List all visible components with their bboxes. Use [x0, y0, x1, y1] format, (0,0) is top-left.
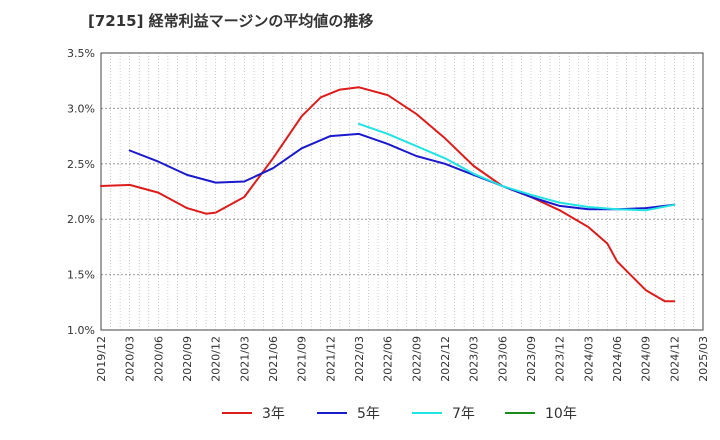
- x-tick-label: 2022/12: [439, 336, 452, 382]
- x-tick-label: 2020/06: [152, 336, 165, 382]
- x-tick-label: 2023/12: [554, 336, 567, 382]
- plot-frame: [100, 52, 704, 331]
- legend-label-3年: 3年: [262, 406, 285, 422]
- y-tick-label: 2.0%: [67, 213, 95, 226]
- chart-title: [7215] 経常利益マージンの平均値の推移: [88, 12, 374, 30]
- x-tick-label: 2019/12: [95, 336, 108, 382]
- x-tick-label: 2025/03: [697, 336, 710, 382]
- series-line-3年: [100, 86, 676, 303]
- x-tick-label: 2020/09: [181, 336, 194, 382]
- x-tick-label: 2023/06: [496, 336, 509, 382]
- x-tick-label: 2022/03: [353, 336, 366, 382]
- x-tick-label: 2024/06: [611, 336, 624, 382]
- y-tick-label: 1.5%: [67, 269, 95, 282]
- x-tick-label: 2021/12: [324, 336, 337, 382]
- series-line-5年: [128, 132, 676, 211]
- x-tick-label: 2024/09: [640, 336, 653, 382]
- x-tick-label: 2023/09: [525, 336, 538, 382]
- x-tick-label: 2021/06: [267, 336, 280, 382]
- grid: [100, 52, 704, 331]
- x-tick-label: 2022/06: [382, 336, 395, 382]
- legend: 3年 5年 7年 10年: [222, 406, 577, 422]
- series-line-7年: [358, 122, 676, 212]
- x-tick-label: 2024/03: [582, 336, 595, 382]
- x-tick-label: 2023/03: [468, 336, 481, 382]
- y-tick-label: 2.5%: [67, 158, 95, 171]
- x-tick-label: 2020/03: [124, 336, 137, 382]
- legend-label-5年: 5年: [357, 406, 380, 422]
- y-tick-label: 3.5%: [67, 47, 95, 60]
- legend-label-7年: 7年: [452, 406, 475, 422]
- x-tick-label: 2021/09: [296, 336, 309, 382]
- series-lines: [100, 86, 676, 303]
- legend-label-10年: 10年: [545, 406, 577, 422]
- x-tick-label: 2020/12: [210, 336, 223, 382]
- x-tick-label: 2022/09: [410, 336, 423, 382]
- axes: 1.0% 1.5% 2.0% 2.5% 3.0% 3.5% 2019/12 2020/03 20…: [67, 47, 710, 382]
- x-tick-label: 2021/03: [238, 336, 251, 382]
- x-tick-label: 2024/12: [668, 336, 681, 382]
- y-tick-label: 1.0%: [67, 324, 95, 337]
- y-tick-label: 3.0%: [67, 102, 95, 115]
